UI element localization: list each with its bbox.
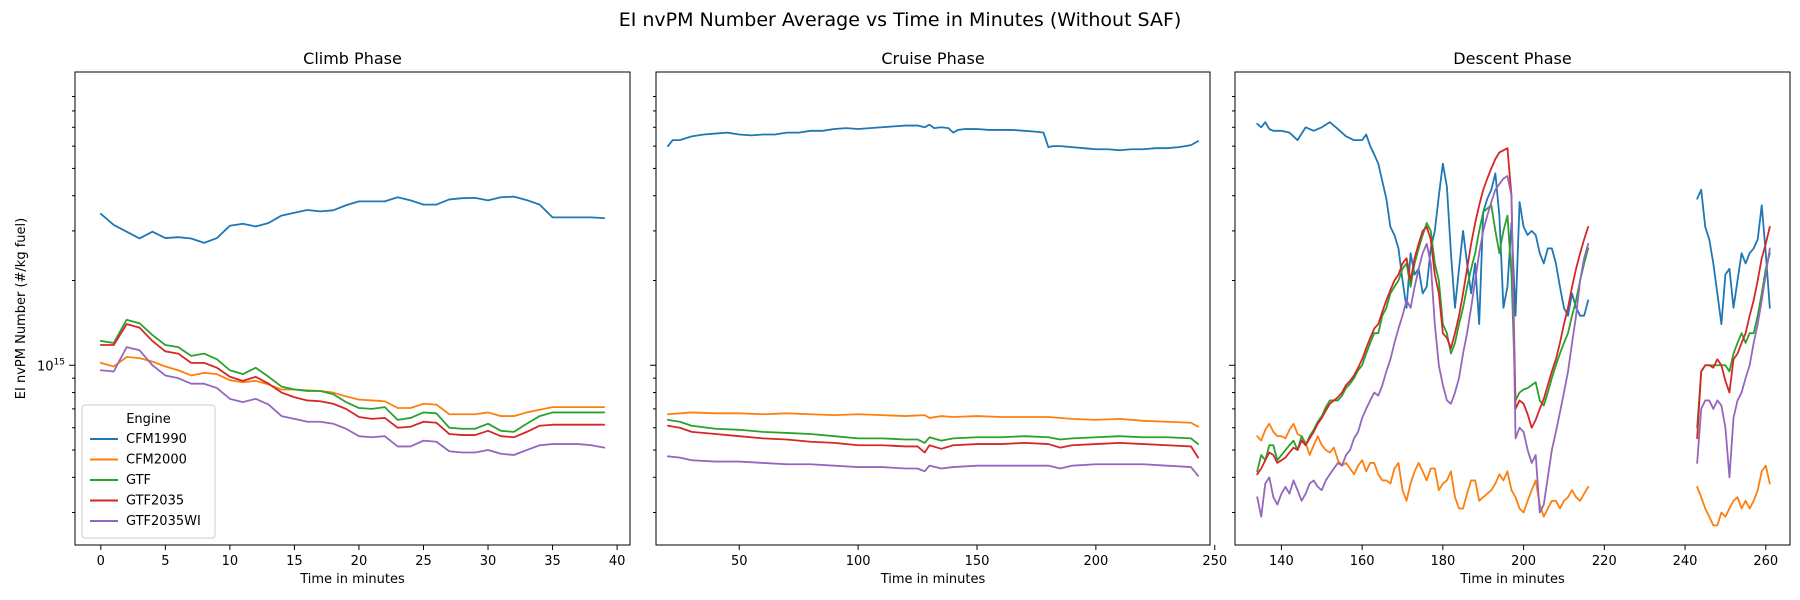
- descent-phase-series-gtf2035wi-segment-1: [1256, 175, 1590, 518]
- legend: Engine CFM1990 CFM2000 GTF GTF2035 GTF2035WI: [81, 404, 216, 539]
- descent-phase-xtick-label-260: 260: [1753, 554, 1778, 569]
- climb-phase-series-cfm1990: [99, 195, 606, 244]
- legend-label-gtf2035wi: GTF2035WI: [126, 514, 201, 529]
- climb-phase-axes-frame: [74, 71, 631, 546]
- descent-phase-series-cfm2000-segment-2: [1696, 464, 1771, 527]
- legend-label-gtf: GTF: [126, 473, 151, 488]
- descent-phase-title: Descent Phase: [1453, 49, 1571, 68]
- descent-phase-series-gtf2035-segment-2: [1696, 225, 1771, 440]
- climb-phase-xtick-label-15: 15: [286, 554, 303, 569]
- descent-phase-xtick-label-180: 180: [1430, 554, 1455, 569]
- cruise-phase-title: Cruise Phase: [881, 49, 984, 68]
- descent-phase-series-gtf2035-segment-1: [1256, 147, 1590, 476]
- descent-phase-series-gtf-segment-2: [1696, 252, 1771, 429]
- legend-label-cfm2000: CFM2000: [126, 453, 187, 468]
- cruise-phase-series-gtf2035wi: [666, 455, 1200, 477]
- descent-phase-series-group: [1256, 121, 1771, 527]
- climb-phase-series-gtf: [99, 318, 606, 433]
- climb-phase-xtick-label-30: 30: [480, 554, 497, 569]
- cruise-phase-xtick-label-150: 150: [965, 554, 990, 569]
- climb-phase-series-group: [99, 195, 606, 456]
- climb-phase-ytick-label: 1015: [37, 357, 65, 374]
- cruise-phase-xtick-label-100: 100: [846, 554, 871, 569]
- climb-phase-title: Climb Phase: [303, 49, 402, 68]
- climb-phase-xtick-label-35: 35: [544, 554, 561, 569]
- legend-label-gtf2035: GTF2035: [126, 494, 184, 509]
- descent-phase-series-cfm1990-segment-1: [1256, 121, 1590, 326]
- climb-phase-y-axis-label: EI nvPM Number (#/kg fuel): [14, 218, 29, 399]
- descent-phase-xtick-label-220: 220: [1592, 554, 1617, 569]
- legend-title: Engine: [126, 412, 171, 427]
- climb-phase-xtick-label-20: 20: [351, 554, 368, 569]
- cruise-phase-xtick-label-50: 50: [731, 554, 748, 569]
- climb-phase-xtick-label-40: 40: [609, 554, 626, 569]
- climb-phase-xtick-label-10: 10: [222, 554, 239, 569]
- climb-phase-series-gtf2035wi: [99, 346, 606, 456]
- descent-phase-series-gtf2035wi-segment-2: [1696, 247, 1771, 479]
- descent-phase-xtick-label-140: 140: [1269, 554, 1294, 569]
- cruise-phase-series-gtf2035: [666, 424, 1200, 459]
- climb-phase-series-cfm2000: [99, 356, 606, 417]
- descent-phase-series-cfm1990-segment-2: [1696, 188, 1771, 326]
- descent-phase-xtick-label-240: 240: [1673, 554, 1698, 569]
- climb-phase-xtick-label-25: 25: [415, 554, 432, 569]
- figure-title: EI nvPM Number Average vs Time in Minute…: [619, 9, 1182, 31]
- descent-phase-axes-frame: [1234, 71, 1791, 546]
- cruise-phase-axes-frame: [655, 71, 1211, 546]
- cruise-phase-series-gtf: [666, 418, 1200, 445]
- cruise-phase-xtick-label-200: 200: [1083, 554, 1108, 569]
- legend-label-cfm1990: CFM1990: [126, 432, 187, 447]
- climb-phase-series-gtf2035: [99, 323, 606, 439]
- climb-phase-xtick-label-5: 5: [161, 554, 169, 569]
- cruise-phase-panel: Cruise Phase 50 100 150 200 250 Time in minute…: [650, 49, 1227, 587]
- descent-phase-series-cfm2000-segment-1: [1256, 422, 1590, 518]
- cruise-phase-series-cfm2000: [666, 411, 1200, 428]
- cruise-phase-x-axis-label: Time in minutes: [880, 572, 986, 587]
- descent-phase-x-axis-label: Time in minutes: [1459, 572, 1565, 587]
- descent-phase-series-gtf-segment-1: [1256, 204, 1590, 473]
- cruise-phase-series-cfm1990: [666, 123, 1200, 152]
- climb-phase-x-axis-label: Time in minutes: [299, 572, 405, 587]
- descent-phase-xtick-label-160: 160: [1350, 554, 1375, 569]
- descent-phase-xtick-label-200: 200: [1511, 554, 1536, 569]
- cruise-phase-series-group: [666, 123, 1200, 477]
- climb-phase-xtick-label-0: 0: [97, 554, 105, 569]
- descent-phase-panel: Descent Phase 140 160 180 200 220 240 260 Time i…: [1229, 49, 1791, 587]
- cruise-phase-xtick-label-250: 250: [1202, 554, 1227, 569]
